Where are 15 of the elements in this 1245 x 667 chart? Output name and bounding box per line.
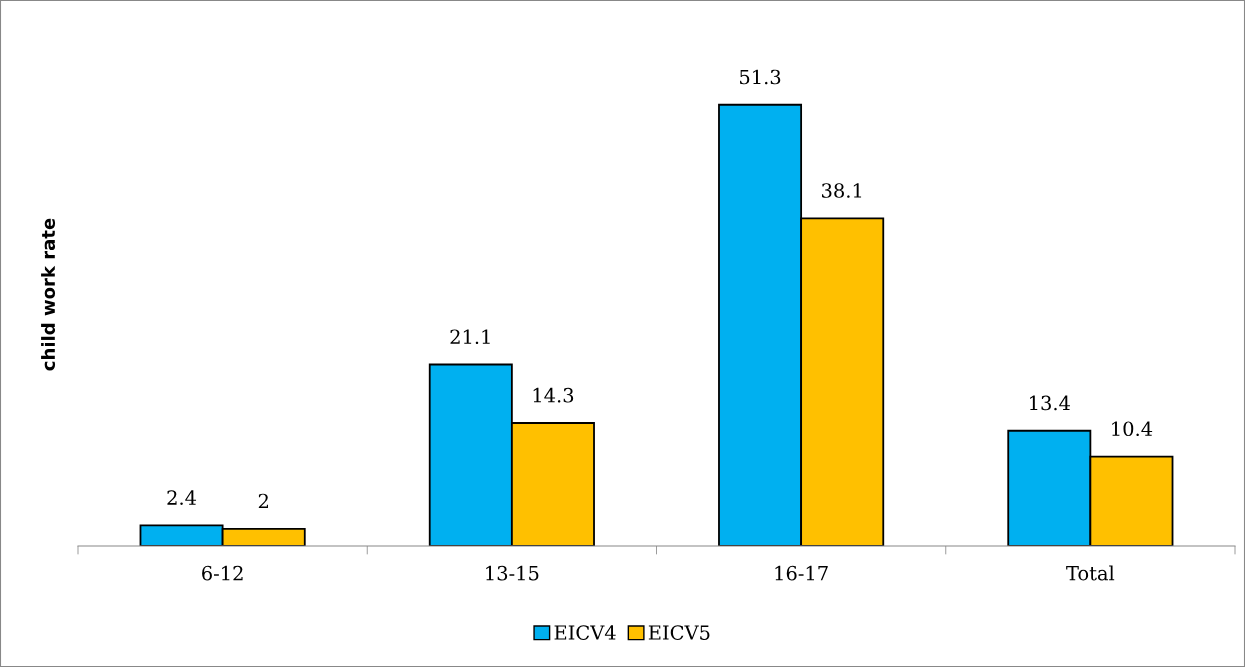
legend-label: EICV4 xyxy=(554,625,616,640)
data-label: 21.1 xyxy=(450,329,490,345)
data-label: 10.4 xyxy=(1112,421,1153,437)
data-label: 38.1 xyxy=(822,183,862,198)
x-tick-label: Total xyxy=(1066,565,1115,581)
data-label: 51.3 xyxy=(740,69,781,85)
x-tick-label: 13-15 xyxy=(486,565,539,581)
y-axis-title: child work rate xyxy=(41,218,56,371)
x-tick-label: 6-12 xyxy=(202,565,243,581)
data-label: 2.4 xyxy=(167,490,197,505)
data-label: 13.4 xyxy=(1030,395,1070,411)
legend-label: EICV5 xyxy=(648,625,710,640)
data-label: 2 xyxy=(258,493,268,509)
data-label: 14.3 xyxy=(533,387,574,403)
x-tick-label: 16-17 xyxy=(775,565,828,581)
